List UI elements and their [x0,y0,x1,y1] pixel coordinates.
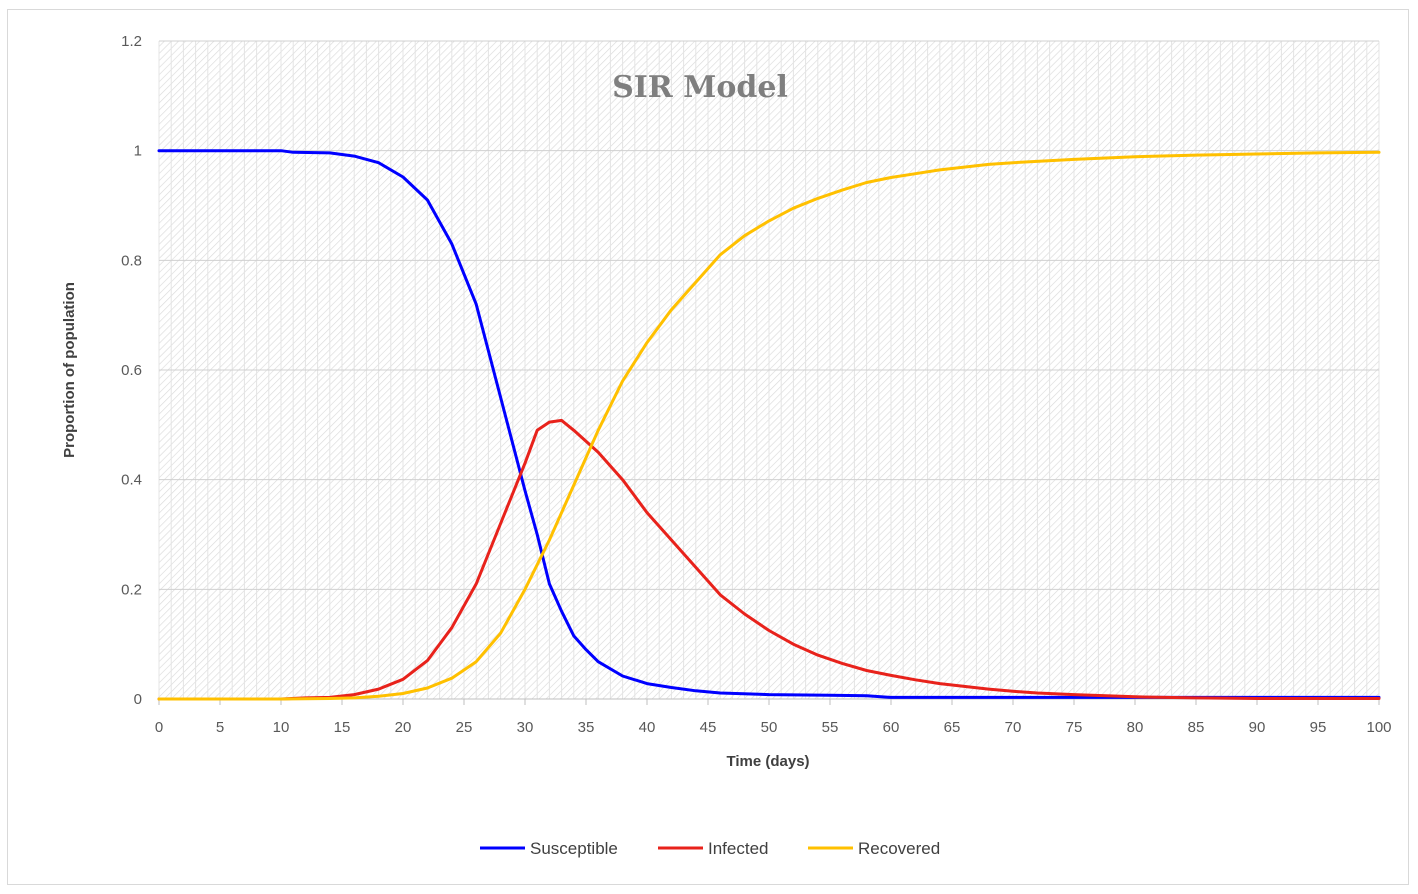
legend-label-recovered: Recovered [858,839,940,858]
x-tick-label: 25 [456,719,473,736]
x-tick-label: 40 [639,719,656,736]
x-tick-label: 95 [1310,719,1327,736]
x-tick-label: 10 [273,719,290,736]
x-tick-label: 75 [1066,719,1083,736]
x-tick-label: 60 [883,719,900,736]
x-tick-label: 45 [700,719,717,736]
series-line-susceptible [157,149,1381,699]
y-tick-label: 1.2 [121,33,142,50]
y-tick-label: 0 [134,691,142,708]
x-tick-label: 30 [517,719,534,736]
x-tick-label: 85 [1188,719,1205,736]
y-axis-ticks: 0 0.2 0.4 0.6 0.8 1 1.2 [121,33,142,708]
y-tick-label: 0.6 [121,362,142,379]
legend-label-susceptible: Susceptible [530,839,618,858]
series-line-recovered [157,150,1381,701]
x-tick-label: 5 [216,719,224,736]
x-axis-title: Time (days) [726,753,809,770]
y-tick-label: 0.4 [121,472,142,489]
x-tick-label: 80 [1127,719,1144,736]
series-line-infected [157,418,1381,701]
legend-label-infected: Infected [708,839,769,858]
x-tick-label: 55 [822,719,839,736]
y-tick-label: 1 [134,143,142,160]
x-tick-label: 65 [944,719,961,736]
x-tick-label: 35 [578,719,595,736]
x-tick-label: 20 [395,719,412,736]
y-tick-label: 0.8 [121,252,142,269]
x-tick-label: 50 [761,719,778,736]
x-axis-ticks: 0 5 10 15 20 25 30 35 40 45 50 55 60 65 70 75 80 85 90 95 10… [155,698,1392,736]
series-lines [157,149,1381,701]
legend: Susceptible Infected Recovered [480,839,940,858]
y-axis-title: Proportion of population [61,282,78,458]
chart-title: SIR Model [612,70,788,105]
x-tick-label: 90 [1249,719,1266,736]
x-tick-label: 15 [334,719,351,736]
y-tick-label: 0.2 [121,581,142,598]
x-tick-label: 70 [1005,719,1022,736]
gridlines [158,40,1380,700]
x-tick-label: 0 [155,719,163,736]
x-tick-label: 100 [1366,719,1391,736]
